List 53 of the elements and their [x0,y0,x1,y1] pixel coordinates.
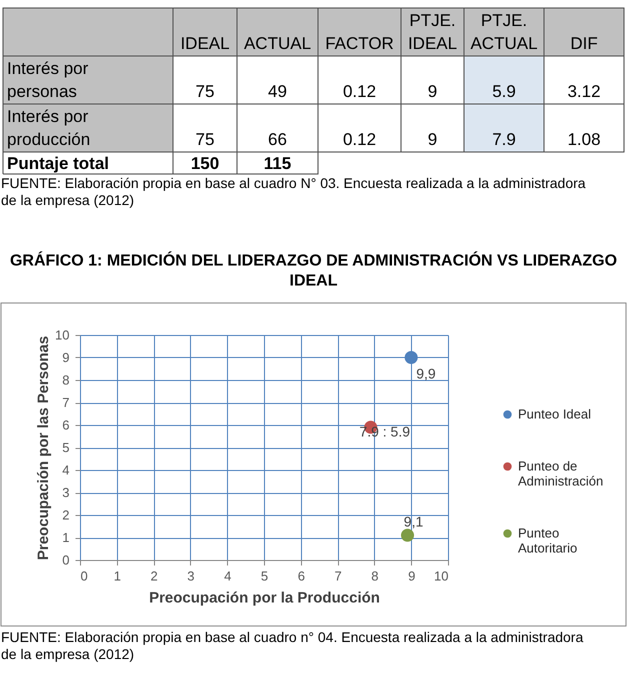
legend-label: Punteo de Administración [518,458,604,488]
x-tick-label: DIF [570,34,598,53]
x-tick-label: IDEAL [180,34,230,53]
annotation: FUENTE: Elaboración propia en base al cuadro N° 03. Encuesta realizada a la administradora de la empresa (2012) [1,175,586,208]
y-axis-title: Preocupación por las Personas [35,336,52,560]
data-label: 5.9 [492,82,516,101]
y-tick-label: 10 [55,328,70,342]
data-label: 75 [196,130,214,149]
x-tick-label: FACTOR [325,34,394,53]
data-label: 49 [268,82,287,101]
legend-label: Punteo Autoritario [518,526,578,556]
x-tick-label: 3 [187,568,195,584]
data-label: 150 [190,154,220,173]
x-tick-label: 5 [260,568,268,584]
x-tick-label: PTJE. IDEAL [408,11,458,53]
x-axis-title: Preocupación por la Producción [149,590,380,606]
y-tick-label: 7 [62,395,70,410]
chart-title: GRÁFICO 1: MEDICIÓN DEL LIDERAZGO DE ADMINISTRACIÓN VS LIDERAZGO IDEAL [10,250,618,290]
source-note: FUENTE: Elaboración propia en base al cuadro n° 04. Encuesta realizada a la administradora de la empresa (2012) [1,629,584,662]
y-tick-label: 3 [62,485,70,500]
y-tick-label: 1 [62,530,70,545]
y-tick-label: 2 [62,508,70,522]
data-label: 0.12 [342,82,376,101]
x-tick-label: ACTUAL [244,34,312,53]
data-label: 66 [268,130,287,149]
data-label: 3.12 [567,82,601,101]
data-label: 9 [428,82,438,101]
y-tick-label: 6 [62,418,70,432]
y-tick-label: 5 [62,440,70,455]
data-label: 1.08 [567,130,601,149]
x-tick-label: 10 [434,568,448,584]
data-label: 7.9 [492,130,516,149]
x-tick-label: 2 [150,568,158,584]
legend-label: Punteo Ideal [518,406,592,422]
x-tick-label: 8 [371,568,379,584]
x-tick-label: 6 [298,568,305,584]
data-label: 75 [196,82,214,101]
y-tick-label: 0 [62,552,70,568]
y-tick-label: 8 [62,372,70,388]
x-tick-label: PTJE. ACTUAL [470,11,538,53]
data-label: 115 [264,154,292,173]
x-tick-label: 7 [334,568,342,584]
data-label: 0.12 [342,130,376,149]
y-tick-label: 4 [62,462,70,478]
annotation: 9,9 [416,366,436,382]
x-tick-label: 9 [408,568,416,584]
x-tick-label: 1 [114,568,121,584]
data-label: 9 [428,130,438,149]
y-tick-label: Puntaje total [7,154,110,173]
x-tick-label: 4 [224,568,232,584]
y-tick-label: 9 [62,350,70,365]
y-tick-label: Interés por producción [7,107,90,149]
y-tick-label: Interés por personas [7,59,89,101]
